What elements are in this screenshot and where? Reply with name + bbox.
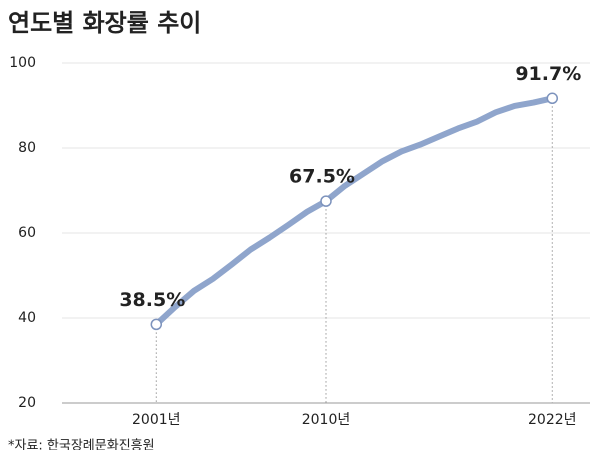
- y-tick-label: 40: [18, 310, 36, 326]
- x-tick-label: 2001년: [132, 412, 181, 428]
- x-tick-label: 2022년: [528, 412, 577, 428]
- source: *자료: 한국장례문화진흥원: [8, 439, 155, 450]
- point-marker: [546, 92, 559, 105]
- data-label: 67.5%: [289, 166, 355, 188]
- data-label: 91.7%: [515, 63, 581, 85]
- line: [153, 95, 556, 328]
- y-tick-label: 80: [18, 140, 36, 156]
- point-marker: [320, 195, 332, 207]
- y-tick-label: 60: [18, 225, 36, 241]
- data-label: 38.5%: [119, 289, 185, 311]
- point-marker: [150, 318, 163, 331]
- chart-title: 연도별 화장률 추이: [8, 9, 201, 37]
- x-tick-label: 2010년: [302, 412, 351, 428]
- y-tick-label: 100: [9, 55, 36, 71]
- y-tick-label: 20: [18, 395, 36, 411]
